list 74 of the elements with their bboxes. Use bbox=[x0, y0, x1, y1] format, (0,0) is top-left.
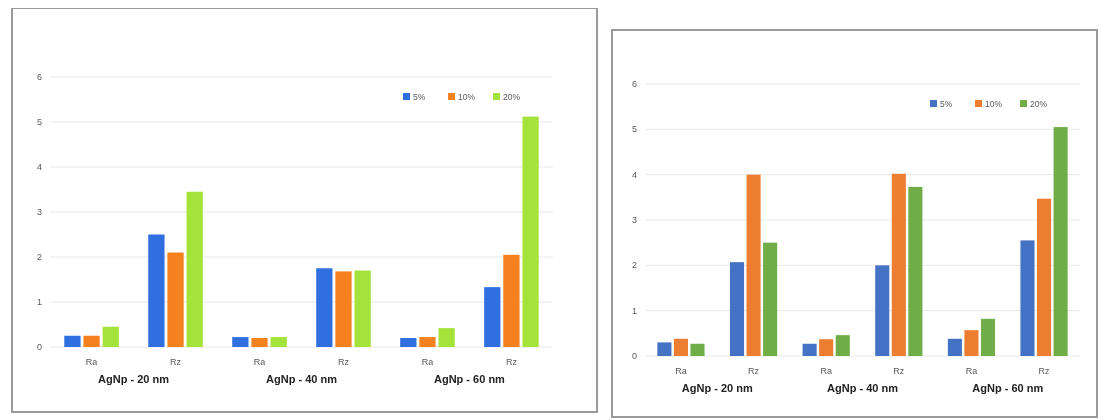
y-tick-label: 5 bbox=[36, 117, 42, 128]
bar bbox=[484, 287, 501, 347]
bar bbox=[148, 234, 165, 347]
text: AgNp - 20 nm bbox=[98, 373, 170, 385]
bar bbox=[819, 339, 834, 356]
y-tick-label: 3 bbox=[631, 215, 637, 226]
bar bbox=[1053, 127, 1068, 356]
bar bbox=[1020, 240, 1035, 356]
bar bbox=[419, 337, 436, 347]
bar bbox=[908, 186, 923, 356]
bar bbox=[673, 338, 688, 356]
bar bbox=[232, 337, 249, 347]
y-tick-label: 1 bbox=[631, 305, 637, 316]
x-tick-label: Rz bbox=[893, 366, 905, 376]
bar bbox=[251, 338, 268, 347]
x-tick-label: Ra bbox=[675, 366, 687, 376]
bar bbox=[102, 326, 119, 347]
y-tick-label: 2 bbox=[631, 260, 637, 271]
bar bbox=[354, 270, 371, 347]
text: AgNp - 40 nm bbox=[266, 373, 338, 385]
legend-label: 5% bbox=[413, 91, 426, 102]
y-tick-label: 6 bbox=[631, 79, 637, 90]
legend-label: 10% bbox=[985, 98, 1003, 109]
legend-label: 20% bbox=[1030, 98, 1048, 109]
x-tick-label: Rz bbox=[170, 357, 182, 367]
text: AgNp - 60 nm bbox=[972, 382, 1044, 394]
bar bbox=[186, 191, 203, 347]
bar bbox=[1037, 198, 1052, 356]
bar bbox=[522, 116, 539, 347]
x-tick-label: Rz bbox=[748, 366, 760, 376]
x-tick-label: Ra bbox=[965, 366, 978, 376]
bar bbox=[316, 268, 333, 347]
text: AgNp - 40 nm bbox=[827, 382, 899, 394]
bar bbox=[690, 343, 705, 356]
x-tick-label: Ra bbox=[820, 366, 832, 376]
bar bbox=[980, 318, 996, 356]
bar bbox=[835, 335, 850, 356]
bar bbox=[657, 342, 672, 356]
bar bbox=[875, 265, 890, 356]
bar bbox=[438, 328, 455, 347]
y-tick-label: 0 bbox=[36, 342, 42, 353]
legend-label: 5% bbox=[940, 98, 953, 109]
y-tick-label: 2 bbox=[36, 252, 42, 263]
bar bbox=[167, 252, 184, 347]
bar bbox=[763, 242, 778, 356]
bar bbox=[802, 343, 817, 356]
bar bbox=[746, 174, 761, 356]
bar bbox=[503, 254, 520, 347]
bar bbox=[947, 338, 962, 356]
bar bbox=[729, 262, 745, 356]
legend-label: 10% bbox=[458, 91, 476, 102]
bar bbox=[64, 335, 81, 347]
bar bbox=[400, 338, 417, 347]
y-tick-label: 4 bbox=[36, 162, 42, 173]
y-tick-label: 0 bbox=[631, 351, 637, 362]
x-tick-label: Rz bbox=[1038, 366, 1051, 376]
y-tick-label: 3 bbox=[36, 207, 42, 218]
y-tick-label: 5 bbox=[631, 124, 637, 135]
y-tick-label: 6 bbox=[36, 72, 42, 83]
x-tick-label: Rz bbox=[505, 357, 518, 367]
bar bbox=[83, 335, 100, 347]
bar bbox=[270, 337, 287, 347]
x-tick-label: Rz bbox=[337, 357, 350, 367]
x-tick-label: Ra bbox=[85, 357, 98, 367]
bar bbox=[964, 330, 979, 356]
legend-label: 20% bbox=[503, 91, 521, 102]
text: AgNp - 20 nm bbox=[681, 382, 753, 394]
x-tick-label: Ra bbox=[421, 357, 434, 367]
text: AgNp - 60 nm bbox=[433, 373, 506, 385]
bar bbox=[335, 271, 352, 347]
bar bbox=[891, 173, 906, 356]
y-tick-label: 4 bbox=[631, 169, 637, 180]
x-tick-label: Ra bbox=[253, 357, 266, 367]
y-tick-label: 1 bbox=[36, 297, 42, 308]
